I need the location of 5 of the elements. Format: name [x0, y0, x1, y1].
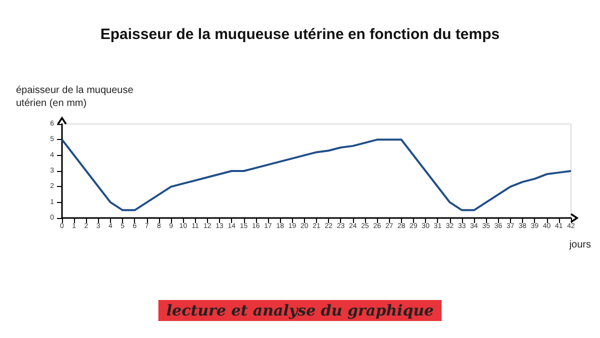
text: lecture et analyse du graphique: [166, 302, 434, 320]
chart-title: Epaisseur de la muqueuse utérine en fonction du temps: [100, 26, 500, 43]
y-axis-title: épaisseur de la muqueuse utérien (en mm): [16, 85, 134, 109]
line-series: [61, 138, 572, 212]
x-axis-title: jours: [568, 240, 591, 250]
